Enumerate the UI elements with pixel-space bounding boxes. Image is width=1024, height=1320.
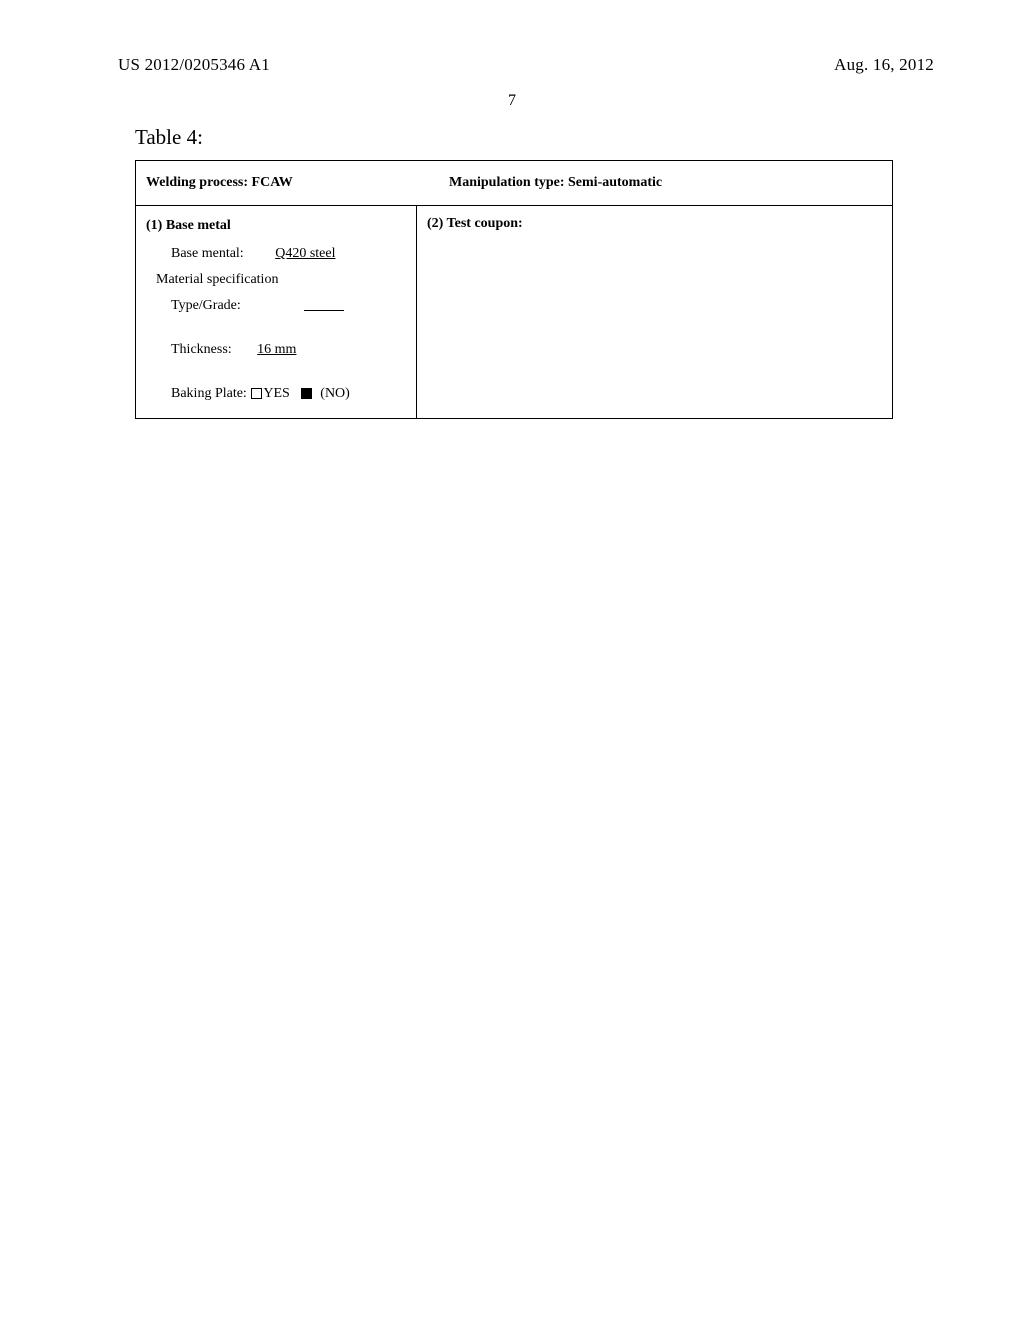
type-grade-label: Type/Grade: <box>171 298 241 313</box>
base-metal-title: (1) Base metal <box>146 218 406 234</box>
base-metal-section: (1) Base metal Base mental: Q420 steel M… <box>136 206 417 418</box>
document-date: Aug. 16, 2012 <box>834 55 934 75</box>
test-coupon-title: (2) Test coupon: <box>427 216 882 232</box>
thickness-value: 16 mm <box>239 342 296 357</box>
yes-label: YES <box>263 386 289 401</box>
test-coupon-section: (2) Test coupon: <box>417 206 892 418</box>
thickness-row: Thickness: 16 mm <box>146 342 406 358</box>
no-label: (NO) <box>320 386 350 401</box>
manipulation-type-label: Manipulation type: Semi-automatic <box>417 161 892 205</box>
welding-spec-table: Welding process: FCAW Manipulation type:… <box>135 160 893 419</box>
type-grade-row: Type/Grade: <box>146 298 406 314</box>
page-number: 7 <box>0 92 1024 110</box>
table-body-row: (1) Base metal Base mental: Q420 steel M… <box>136 206 892 418</box>
welding-process-label: Welding process: FCAW <box>136 161 417 205</box>
base-mental-row: Base mental: Q420 steel <box>146 246 406 262</box>
document-id: US 2012/0205346 A1 <box>118 55 270 75</box>
yes-checkbox <box>251 388 262 399</box>
no-checkbox <box>301 388 312 399</box>
base-mental-label: Base mental: <box>171 246 244 261</box>
base-mental-value: Q420 steel <box>255 246 335 261</box>
type-grade-blank <box>304 301 344 311</box>
material-spec-row: Material specification <box>146 272 406 288</box>
baking-plate-label: Baking Plate: <box>171 386 247 401</box>
baking-plate-row: Baking Plate: YES (NO) <box>146 386 406 402</box>
thickness-label: Thickness: <box>171 342 232 357</box>
material-spec-label: Material specification <box>156 272 278 287</box>
table-header-row: Welding process: FCAW Manipulation type:… <box>136 161 892 206</box>
table-title: Table 4: <box>135 125 203 150</box>
